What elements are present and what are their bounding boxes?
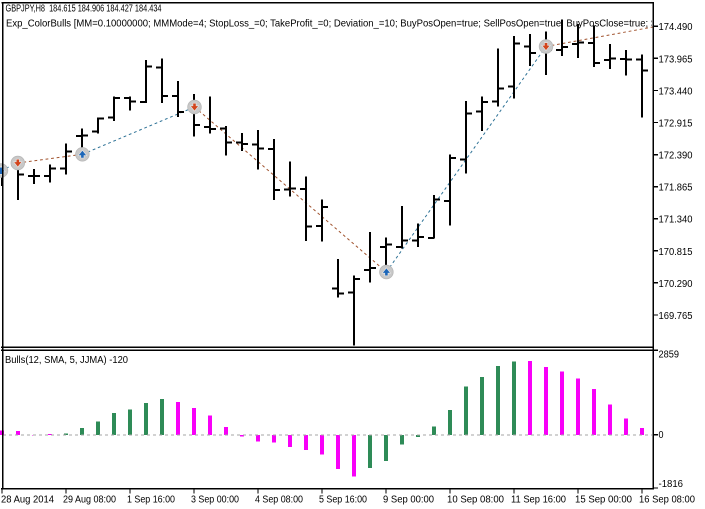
svg-text:0: 0 xyxy=(659,430,664,441)
svg-text:28 Aug 2014: 28 Aug 2014 xyxy=(1,495,54,506)
svg-text:1 Sep 16:00: 1 Sep 16:00 xyxy=(127,495,175,506)
svg-text:4 Sep 08:00: 4 Sep 08:00 xyxy=(255,495,303,506)
svg-text:-1816: -1816 xyxy=(659,479,684,490)
svg-text:174.490: 174.490 xyxy=(659,22,693,33)
svg-text:169.765: 169.765 xyxy=(659,311,693,322)
svg-text:172.915: 172.915 xyxy=(659,118,693,129)
svg-text:173.965: 173.965 xyxy=(659,54,693,65)
svg-text:172.390: 172.390 xyxy=(659,151,693,162)
svg-text:170.815: 170.815 xyxy=(659,247,693,258)
svg-text:2859: 2859 xyxy=(659,350,680,361)
svg-text:GBPJPY,H8 184.615 184.906 184: GBPJPY,H8 184.615 184.906 184.427 184.43… xyxy=(6,4,162,15)
svg-text:29 Aug 08:00: 29 Aug 08:00 xyxy=(63,495,116,506)
svg-text:16 Sep 08:00: 16 Sep 08:00 xyxy=(639,495,695,506)
svg-text:171.340: 171.340 xyxy=(659,215,693,226)
svg-text:15 Sep 00:00: 15 Sep 00:00 xyxy=(575,495,632,506)
svg-text:173.440: 173.440 xyxy=(659,86,693,97)
svg-text:Bulls(12, SMA, 5, JJMA) -120: Bulls(12, SMA, 5, JJMA) -120 xyxy=(5,355,128,366)
svg-text:5 Sep 16:00: 5 Sep 16:00 xyxy=(319,495,367,506)
svg-text:9 Sep 00:00: 9 Sep 00:00 xyxy=(383,495,434,506)
svg-text:Exp_ColorBulls [MM=0.10000000;: Exp_ColorBulls [MM=0.10000000; MMMode=4;… xyxy=(6,19,705,30)
svg-text:11 Sep 16:00: 11 Sep 16:00 xyxy=(511,495,566,506)
svg-text:10 Sep 08:00: 10 Sep 08:00 xyxy=(447,495,504,506)
svg-text:171.865: 171.865 xyxy=(659,183,693,194)
svg-text:170.290: 170.290 xyxy=(659,279,693,290)
svg-text:3 Sep 00:00: 3 Sep 00:00 xyxy=(191,495,239,506)
